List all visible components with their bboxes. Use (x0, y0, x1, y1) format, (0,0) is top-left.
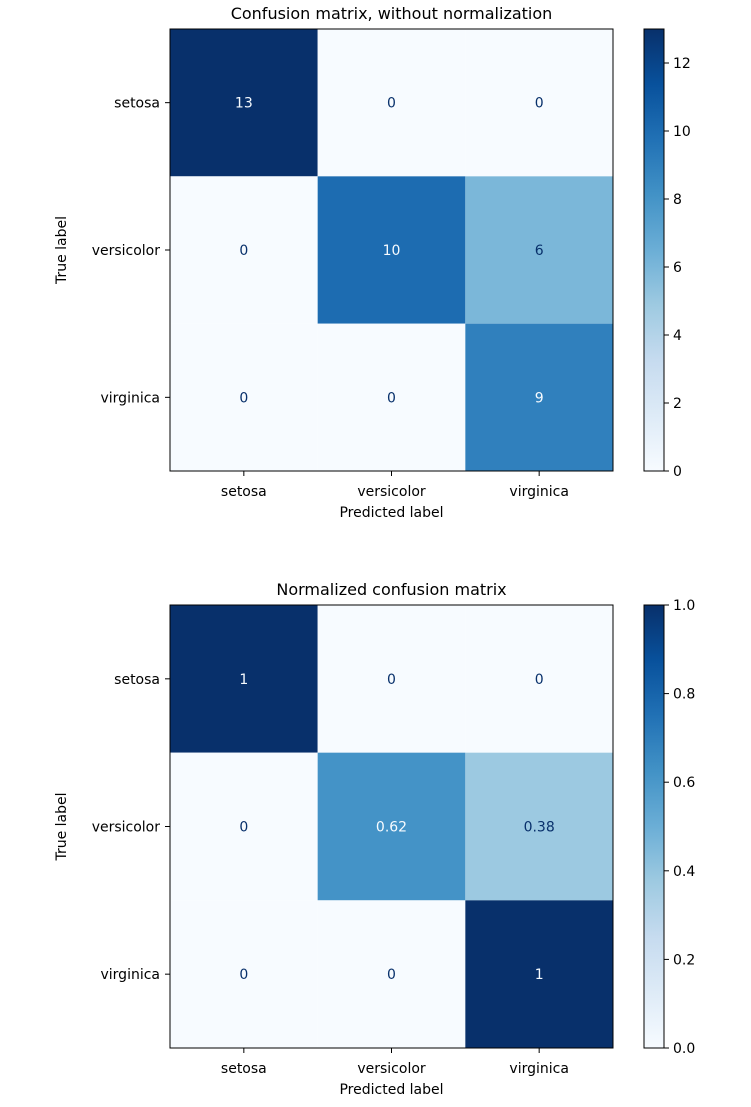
y-axis-label: True label (54, 792, 70, 861)
x-tick-label: setosa (221, 484, 267, 500)
colorbar-tick-label: 10 (673, 124, 691, 140)
colorbar-tick-label: 4 (673, 328, 682, 344)
x-axis-label: Predicted label (339, 1082, 443, 1098)
colorbar-tick-label: 0.4 (673, 864, 695, 880)
heatmap-cell (170, 176, 318, 324)
heatmap-cell (465, 176, 613, 324)
colorbar-tick-label: 0.6 (673, 775, 695, 791)
heatmap-cell (465, 605, 613, 753)
y-tick-label: virginica (101, 390, 161, 406)
cell-value-label: 9 (535, 390, 544, 406)
x-tick-label: virginica (509, 1061, 569, 1077)
heatmap-cell (317, 29, 466, 177)
x-tick-label: versicolor (357, 1061, 426, 1077)
colorbar-tick-label: 1.0 (673, 598, 695, 614)
heatmap-cell (317, 605, 466, 753)
y-tick-label: setosa (114, 96, 160, 112)
x-axis-label: Predicted label (339, 505, 443, 521)
heatmap-cell (170, 752, 318, 901)
cell-value-label: 0 (387, 390, 396, 406)
cell-value-label: 0 (239, 967, 248, 983)
x-tick-label: setosa (221, 1061, 267, 1077)
colorbar (643, 604, 665, 1049)
colorbar (643, 28, 665, 472)
y-tick-label: versicolor (92, 820, 161, 836)
chart-title: Confusion matrix, without normalization (231, 4, 553, 23)
cell-value-label: 0 (387, 967, 396, 983)
colorbar-tick-label: 0.2 (673, 952, 695, 968)
cell-value-label: 0 (239, 820, 248, 836)
colorbar-tick-label: 0.0 (673, 1041, 695, 1057)
confusion-matrix-panel-2: Normalized confusion matrix 1 0 0 0 0.62 0.38 0… (54, 580, 695, 1098)
cell-value-label: 0 (239, 390, 248, 406)
colorbar-tick-label: 12 (673, 56, 691, 72)
heatmap-cell (170, 29, 318, 177)
heatmap-cell (465, 323, 613, 471)
y-tick-label: virginica (101, 967, 161, 983)
x-tick-label: versicolor (357, 484, 426, 500)
cell-value-label: 0 (535, 96, 544, 112)
heatmap-cell (317, 752, 466, 901)
heatmap-cell (465, 752, 613, 901)
cell-value-label: 1 (535, 967, 544, 983)
cell-value-label: 0 (387, 672, 396, 688)
heatmap-cell (170, 605, 318, 753)
cell-value-label: 0.38 (524, 820, 555, 836)
y-axis-label: True label (54, 216, 70, 285)
cell-value-label: 10 (383, 243, 401, 259)
y-tick-label: versicolor (92, 243, 161, 259)
cell-value-label: 0 (535, 672, 544, 688)
heatmap-cell (317, 176, 466, 324)
x-tick-label: virginica (509, 484, 569, 500)
cell-value-label: 0.62 (376, 820, 407, 836)
cell-value-label: 0 (239, 243, 248, 259)
colorbar-tick-label: 2 (673, 396, 682, 412)
colorbar-tick-label: 8 (673, 192, 682, 208)
cell-value-label: 1 (239, 672, 248, 688)
chart-title: Normalized confusion matrix (276, 580, 506, 599)
colorbar-tick-label: 0.8 (673, 687, 695, 703)
colorbar-tick-label: 6 (673, 260, 682, 276)
heatmap-cell (465, 29, 613, 177)
confusion-matrix-panel-1: Confusion matrix, without normalization 1… (54, 4, 691, 521)
heatmap-cell (170, 900, 318, 1048)
heatmap-cell (317, 900, 466, 1048)
colorbar-tick-label: 0 (673, 464, 682, 480)
cell-value-label: 13 (235, 96, 253, 112)
cell-value-label: 0 (387, 96, 396, 112)
heatmap-cell (170, 323, 318, 471)
heatmap-cell (317, 323, 466, 471)
y-tick-label: setosa (114, 672, 160, 688)
cell-value-label: 6 (535, 243, 544, 259)
heatmap-cell (465, 900, 613, 1048)
